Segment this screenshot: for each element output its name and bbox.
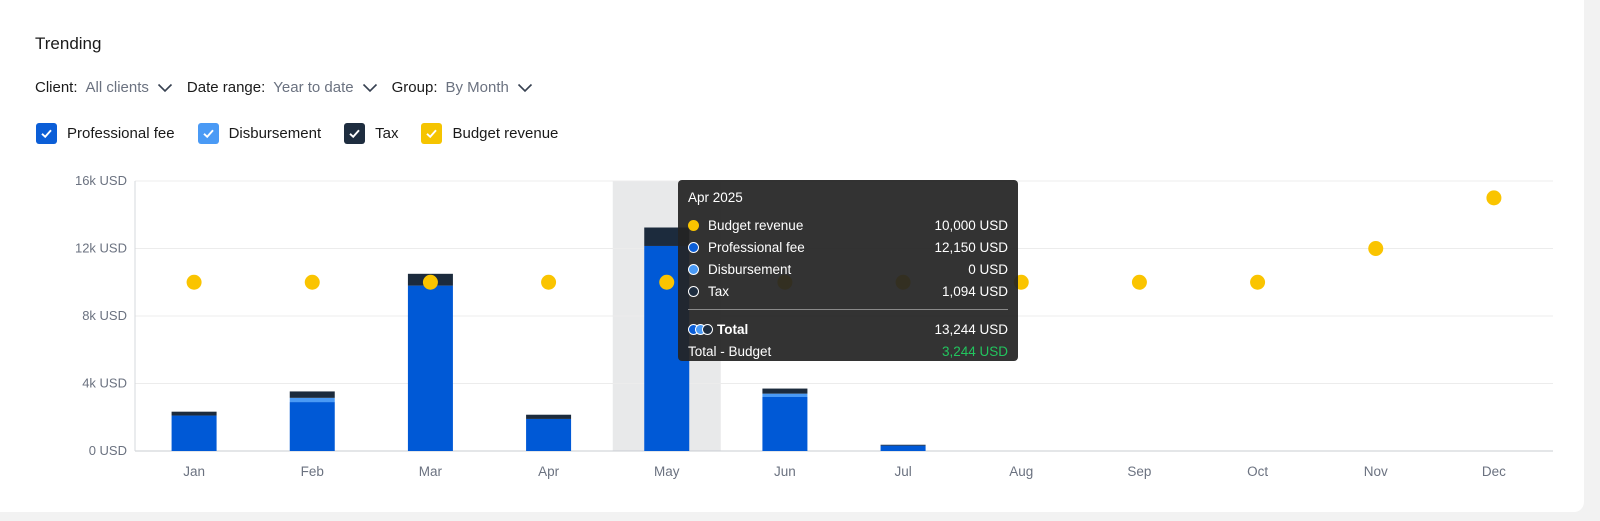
y-tick-label: 8k USD [82,308,127,323]
checkbox-checked-icon[interactable] [36,123,57,144]
tooltip-diff-label: Total - Budget [688,343,772,359]
chevron-down-icon [362,83,377,92]
x-tick-label: Feb [301,464,324,479]
tooltip-total-label: Total [717,321,749,337]
budget-point [659,274,675,290]
date-range-filter-value: Year to date [273,79,354,96]
y-tick-label: 16k USD [75,173,127,188]
legend-tax[interactable]: Tax [344,123,398,144]
date-range-filter[interactable]: Date range: Year to date [187,79,378,96]
tooltip-divider [688,309,1008,310]
budget-point [1250,274,1266,290]
budget-point [541,274,557,290]
x-tick-label: Mar [419,464,443,479]
bar-professional-fee [289,402,335,451]
bar-disbursement [762,393,808,397]
legend-dot-icon [688,219,699,231]
bar-professional-fee [407,285,453,451]
budget-point [304,274,320,290]
tooltip-row-label: Tax [708,283,730,299]
y-tick-label: 0 USD [89,443,127,458]
y-tick-label: 12k USD [75,241,127,256]
legend-label: Tax [375,125,399,142]
x-tick-label: Oct [1247,464,1268,479]
client-filter-label: Client: [35,79,78,96]
bar-professional-fee [526,418,572,451]
tooltip-total-value: 13,244 USD [934,321,1008,337]
date-range-filter-label: Date range: [186,79,266,96]
chevron-down-icon [157,83,172,92]
legend-dot-icon [688,241,699,253]
group-filter-label: Group: [391,79,438,96]
budget-point [1486,190,1502,206]
tooltip-title: Apr 2025 [688,190,743,205]
series-legend: Professional fee Disbursement Tax Budget… [36,123,581,144]
x-tick-label: Nov [1364,464,1388,479]
tooltip-row-value: 12,150 USD [934,239,1008,255]
group-filter[interactable]: Group: By Month [392,79,533,96]
x-tick-label: Jan [183,464,205,479]
checkbox-checked-icon[interactable] [344,123,366,144]
tooltip-row-total: Total 13,244 USD [688,318,1008,340]
x-tick-label: Jun [774,464,796,479]
tooltip-row-label: Professional fee [708,239,805,255]
x-tick-label: May [654,464,680,479]
stacked-dots-icon [688,323,714,335]
tooltip-diff-value: 3,244 USD [941,343,1008,359]
bar-tax [289,391,335,398]
x-tick-label: Jul [894,464,911,479]
budget-point [186,274,202,290]
filter-bar: Client: All clients Date range: Year to … [35,79,547,96]
tooltip-row-budget: Budget revenue 10,000 USD [688,214,1008,236]
checkbox-checked-icon[interactable] [197,123,219,144]
bar-tax [762,388,808,394]
y-tick-label: 4k USD [82,376,127,391]
legend-budget-revenue[interactable]: Budget revenue [421,123,558,144]
legend-professional-fee[interactable]: Professional fee [36,123,175,144]
trending-chart[interactable]: 0 USD 4k USD 8k USD 12k USD 16k USD Jan Feb Mar… [0,0,1584,512]
legend-disbursement[interactable]: Disbursement [197,123,322,144]
tooltip-row-label: Disbursement [708,261,792,277]
legend-dot-icon [688,263,699,275]
x-tick-label: Aug [1009,464,1033,479]
client-filter-value: All clients [85,79,149,96]
budget-point [1368,241,1384,256]
legend-dot-icon [688,285,699,297]
trending-card: Trending Client: All clients Date range:… [0,0,1584,512]
tooltip-row-label: Budget revenue [708,217,804,233]
tooltip-row-value: 1,094 USD [941,283,1008,299]
x-tick-label: Apr [538,464,560,479]
tooltip-row-value: 0 USD [968,261,1008,277]
x-tick-label: Dec [1482,464,1506,479]
legend-label: Budget revenue [452,125,559,142]
tooltip-row-tax: Tax 1,094 USD [688,280,1008,302]
x-tick-label: Sep [1127,464,1151,479]
tooltip-row-disbursement: Disbursement 0 USD [688,258,1008,280]
bar-disbursement [289,397,335,403]
budget-point [1131,274,1147,290]
budget-point [422,274,438,290]
bar-tax [880,444,926,446]
legend-label: Disbursement [228,125,322,142]
bar-professional-fee [762,397,808,451]
chart-tooltip: Apr 2025 Budget revenue 10,000 USD Profe… [678,180,1018,361]
group-filter-value: By Month [445,79,509,96]
bar-tax [171,411,217,416]
bar-professional-fee [880,445,926,451]
bar-tax [526,414,572,419]
checkbox-checked-icon[interactable] [421,123,443,144]
legend-label: Professional fee [67,125,175,142]
chevron-down-icon [517,83,532,92]
client-filter[interactable]: Client: All clients [35,79,173,96]
tooltip-row-professional-fee: Professional fee 12,150 USD [688,236,1008,258]
bar-professional-fee [171,415,217,451]
card-title: Trending [35,34,102,53]
tooltip-row-value: 10,000 USD [934,217,1008,233]
tooltip-row-diff: Total - Budget 3,244 USD [688,340,1008,362]
